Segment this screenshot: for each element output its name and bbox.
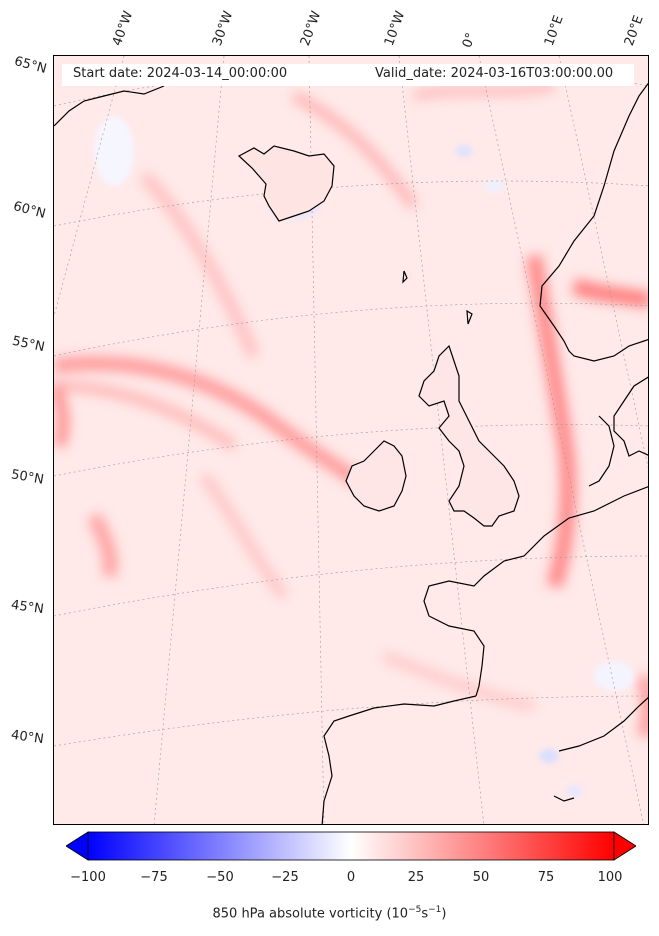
colorbar-label-exponent: −1 xyxy=(428,905,442,915)
longitude-label-10e: 10°E xyxy=(541,13,567,49)
longitude-label-20w: 20°W xyxy=(297,9,325,48)
longitude-label-10w: 10°W xyxy=(381,9,409,48)
colorbar-tick: −50 xyxy=(206,870,234,885)
latitude-label-40n: 40°N xyxy=(10,727,45,748)
latitude-label-45n: 45°N xyxy=(10,597,45,618)
map-panel xyxy=(53,55,649,825)
date-header-background xyxy=(62,64,634,86)
colorbar-tick: 0 xyxy=(346,870,356,885)
colorbar-tick: −25 xyxy=(271,870,299,885)
latitude-label-50n: 50°N xyxy=(9,467,45,488)
longitude-label-20e: 20°E xyxy=(621,13,647,49)
vorticity-map xyxy=(54,56,648,824)
colorbar-tick: 100 xyxy=(597,870,623,885)
colorbar xyxy=(66,831,636,861)
colorbar-label-prefix: 850 hPa absolute vorticity (10 xyxy=(212,906,409,922)
longitude-label-40w: 40°W xyxy=(109,9,137,48)
colorbar-label-suffix: ) xyxy=(441,906,447,922)
colorbar-label-unit: s xyxy=(421,906,429,922)
latitude-label-65n: 65°N xyxy=(12,54,49,77)
colorbar-label-exponent: −5 xyxy=(408,905,422,915)
coastlines xyxy=(54,82,648,824)
colorbar-tick: 50 xyxy=(472,870,490,885)
colorbar-tick: −100 xyxy=(70,870,106,885)
colorbar-gradient xyxy=(87,831,615,861)
colorbar-tick: 25 xyxy=(407,870,425,885)
start-date-text: Start date: 2024-03-14_00:00:00 xyxy=(73,66,288,81)
colorbar-tick: 75 xyxy=(537,870,555,885)
colorbar-max-extend xyxy=(613,831,636,861)
latitude-label-60n: 60°N xyxy=(11,199,48,222)
colorbar-label: 850 hPa absolute vorticity (10−5s−1) xyxy=(0,905,659,921)
latitude-label-55n: 55°N xyxy=(10,333,46,356)
longitude-label-0: 0° xyxy=(459,30,480,50)
longitude-label-30w: 30°W xyxy=(209,9,237,48)
colorbar-tick: −75 xyxy=(140,870,168,885)
vorticity-bands xyxy=(54,81,648,738)
valid-date-text: Valid_date: 2024-03-16T03:00:00.00 xyxy=(375,66,614,81)
colorbar-min-extend xyxy=(66,831,89,861)
